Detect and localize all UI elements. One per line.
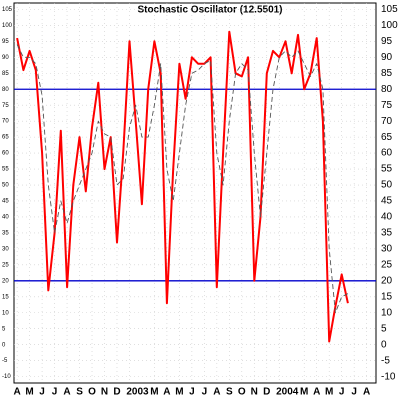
x-tick-label: J <box>189 387 195 398</box>
x-tick-label: O <box>88 387 96 398</box>
y-tick-label-left: 70 <box>2 119 9 125</box>
x-tick-label: M <box>25 387 33 398</box>
y-tick-label-right: 85 <box>381 68 393 79</box>
x-tick-label: J <box>202 387 208 398</box>
y-tick-label-left: 40 <box>2 215 9 221</box>
y-tick-label-left: 100 <box>2 23 13 29</box>
y-tick-label-right: 5 <box>381 323 387 334</box>
y-tick-label-left: 15 <box>2 294 9 300</box>
y-tick-label-right: 75 <box>381 100 393 111</box>
y-tick-label-right: 10 <box>381 307 393 318</box>
chart-title: Stochastic Oscillator (12.5501) <box>137 5 282 16</box>
x-tick-label: N <box>251 387 258 398</box>
y-tick-label-right: 95 <box>381 36 393 47</box>
y-tick-label-left: 35 <box>2 230 9 236</box>
x-tick-label: A <box>14 387 21 398</box>
x-tick-label: A <box>313 387 320 398</box>
y-tick-label-left: 0 <box>2 342 6 348</box>
x-tick-label: A <box>213 387 220 398</box>
y-tick-label-left: 5 <box>2 326 6 332</box>
y-tick-label-left: 25 <box>2 262 9 268</box>
y-tick-label-right: 45 <box>381 196 393 207</box>
x-tick-label: M <box>150 387 158 398</box>
y-tick-label-right: -10 <box>381 371 396 382</box>
y-tick-label-right: 100 <box>381 20 398 31</box>
y-tick-label-right: 55 <box>381 164 393 175</box>
x-tick-label: D <box>263 387 270 398</box>
y-tick-label-right: 90 <box>381 52 393 63</box>
y-tick-label-left: 75 <box>2 103 9 109</box>
y-tick-label-left: 65 <box>2 135 9 141</box>
y-tick-label-left: -10 <box>2 374 11 380</box>
y-tick-label-left: 95 <box>2 39 9 45</box>
x-tick-label: J <box>339 387 345 398</box>
x-tick-label: N <box>101 387 108 398</box>
y-tick-label-right: 0 <box>381 339 387 350</box>
x-tick-label: 2004 <box>276 387 299 398</box>
y-tick-label-right: 105 <box>381 4 398 15</box>
y-tick-label-left: 105 <box>2 7 13 13</box>
y-tick-label-right: -5 <box>381 355 390 366</box>
y-tick-label-left: 10 <box>2 310 9 316</box>
y-tick-label-right: 40 <box>381 212 393 223</box>
x-tick-label: M <box>175 387 183 398</box>
y-tick-label-left: 90 <box>2 55 9 61</box>
x-tick-label: D <box>113 387 120 398</box>
x-tick-label: A <box>163 387 170 398</box>
y-tick-label-right: 25 <box>381 259 393 270</box>
y-tick-label-left: 55 <box>2 167 9 173</box>
x-tick-label: S <box>226 387 233 398</box>
x-tick-label: S <box>76 387 83 398</box>
x-tick-label: M <box>300 387 308 398</box>
y-tick-label-right: 65 <box>381 132 393 143</box>
x-tick-label: 2003 <box>126 387 149 398</box>
x-tick-label: A <box>63 387 70 398</box>
y-tick-label-right: 30 <box>381 244 393 255</box>
y-tick-label-left: 50 <box>2 183 9 189</box>
y-tick-label-right: 15 <box>381 291 393 302</box>
y-tick-label-left: 85 <box>2 71 9 77</box>
x-tick-label: A <box>363 387 370 398</box>
plot-frame <box>13 2 377 384</box>
x-tick-label: J <box>351 387 357 398</box>
y-tick-label-left: 80 <box>2 87 9 93</box>
y-tick-label-right: 70 <box>381 116 393 127</box>
x-tick-label: J <box>39 387 45 398</box>
series-line <box>16 44 349 314</box>
y-tick-label-left: 30 <box>2 246 9 252</box>
series-line <box>16 30 349 343</box>
x-tick-label: J <box>52 387 58 398</box>
y-tick-label-left: 60 <box>2 151 9 157</box>
y-tick-label-left: 45 <box>2 199 9 205</box>
y-tick-label-right: 20 <box>381 275 393 286</box>
y-tick-label-right: 60 <box>381 148 393 159</box>
y-tick-label-right: 50 <box>381 180 393 191</box>
x-tick-label: M <box>325 387 333 398</box>
y-tick-label-left: 20 <box>2 278 9 284</box>
y-tick-label-right: 80 <box>381 84 393 95</box>
y-tick-label-left: -5 <box>2 358 8 364</box>
x-tick-label: O <box>238 387 246 398</box>
y-tick-label-right: 35 <box>381 228 393 239</box>
